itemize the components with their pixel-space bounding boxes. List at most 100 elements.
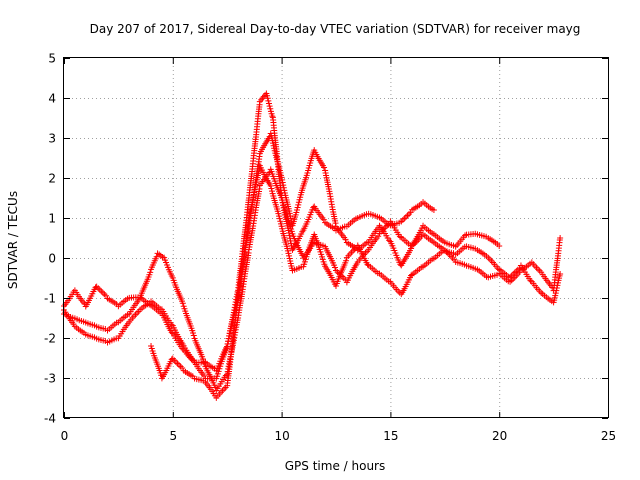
data-point: [319, 253, 326, 260]
data-point: [98, 288, 105, 295]
data-point: [134, 309, 141, 316]
y-axis-label: SDTVAR / TECUs: [6, 191, 20, 289]
data-point: [396, 233, 403, 240]
data-point: [267, 182, 274, 189]
x-tick-label: 10: [274, 429, 289, 443]
data-point: [535, 266, 542, 273]
data-point: [399, 216, 406, 223]
data-point: [408, 245, 415, 252]
data-point: [486, 256, 493, 263]
ticks-layer: 0 5 10 15 20 25 -4 -3 -2 -1 0 1 2 3 4 5: [44, 52, 616, 444]
y-tick-label: -2: [44, 332, 56, 346]
data-point: [168, 321, 175, 328]
data-point: [281, 187, 288, 194]
data-point: [296, 196, 303, 203]
data-point: [318, 251, 325, 258]
data-point: [294, 204, 301, 211]
plot-frame: [63, 57, 609, 418]
data-point: [287, 258, 294, 265]
y-tick-label: 1: [48, 212, 56, 226]
data-point: [201, 360, 208, 367]
data-point: [375, 233, 382, 240]
data-point: [201, 372, 208, 379]
data-point: [177, 363, 184, 370]
data-point: [280, 184, 287, 191]
data-point: [443, 248, 450, 255]
data-point: [270, 140, 277, 147]
x-tick-label: 20: [492, 429, 507, 443]
data-point: [266, 103, 273, 110]
x-tick-label: 15: [383, 429, 398, 443]
data-point: [221, 385, 228, 392]
data-point: [301, 258, 308, 265]
data-point: [286, 210, 293, 217]
data-point: [179, 300, 186, 307]
data-point: [168, 356, 175, 363]
data-point: [92, 284, 99, 291]
data-point: [276, 213, 283, 220]
data-point: [293, 207, 300, 214]
y-tick-label: 2: [48, 172, 56, 186]
data-point: [269, 137, 276, 144]
data-point: [343, 257, 350, 264]
data-point: [280, 182, 287, 189]
x-axis-label: GPS time / hours: [285, 459, 386, 473]
data-point: [320, 216, 327, 223]
data-point: [270, 142, 277, 149]
data-point: [147, 269, 154, 276]
series-track-2: [61, 130, 501, 382]
data-point: [268, 185, 275, 192]
data-point: [101, 291, 108, 298]
x-tick-label: 0: [61, 429, 69, 443]
data-point: [265, 97, 272, 104]
data-point: [321, 164, 328, 171]
data-point: [536, 267, 543, 274]
data-point: [342, 236, 349, 243]
data-point: [179, 364, 186, 371]
y-tick-label: -4: [44, 412, 56, 426]
y-tick-label: 4: [48, 92, 56, 106]
data-point: [102, 292, 109, 299]
data-point: [303, 253, 310, 260]
series-track-4: [148, 162, 563, 401]
data-point: [99, 289, 106, 296]
data-point: [295, 199, 302, 206]
data-point: [288, 228, 295, 235]
data-point: [430, 207, 437, 213]
data-point: [295, 201, 302, 208]
y-tick-label: 3: [48, 132, 56, 146]
data-point: [402, 214, 409, 221]
data-point: [226, 333, 233, 340]
data-point: [286, 255, 293, 262]
series-track-3: [61, 166, 563, 394]
y-tick-label: -1: [44, 292, 56, 306]
x-tick-label: 5: [169, 429, 177, 443]
data-point: [404, 212, 411, 219]
data-point: [302, 256, 309, 263]
data-point: [214, 370, 221, 377]
data-point: [216, 365, 223, 372]
data-point: [278, 223, 285, 230]
x-tick-label: 25: [601, 429, 616, 443]
data-point: [332, 264, 339, 271]
y-tick-label: -3: [44, 372, 56, 386]
y-tick-label: 0: [48, 252, 56, 266]
data-point: [148, 343, 155, 349]
data-point: [267, 105, 274, 112]
data-point: [557, 271, 564, 277]
data-point: [401, 215, 408, 222]
data-point: [269, 188, 275, 195]
chart-title: Day 207 of 2017, Sidereal Day-to-day VTE…: [90, 22, 581, 36]
data-point: [496, 243, 503, 249]
data-point: [174, 360, 181, 367]
data-point: [286, 252, 293, 259]
data-point: [269, 113, 276, 120]
marks-layer: [61, 90, 564, 401]
data-point: [386, 237, 393, 244]
data-point: [279, 179, 286, 186]
data-point: [557, 235, 564, 241]
grid-layer: [64, 58, 608, 418]
data-point: [276, 215, 283, 222]
data-point: [265, 100, 272, 107]
